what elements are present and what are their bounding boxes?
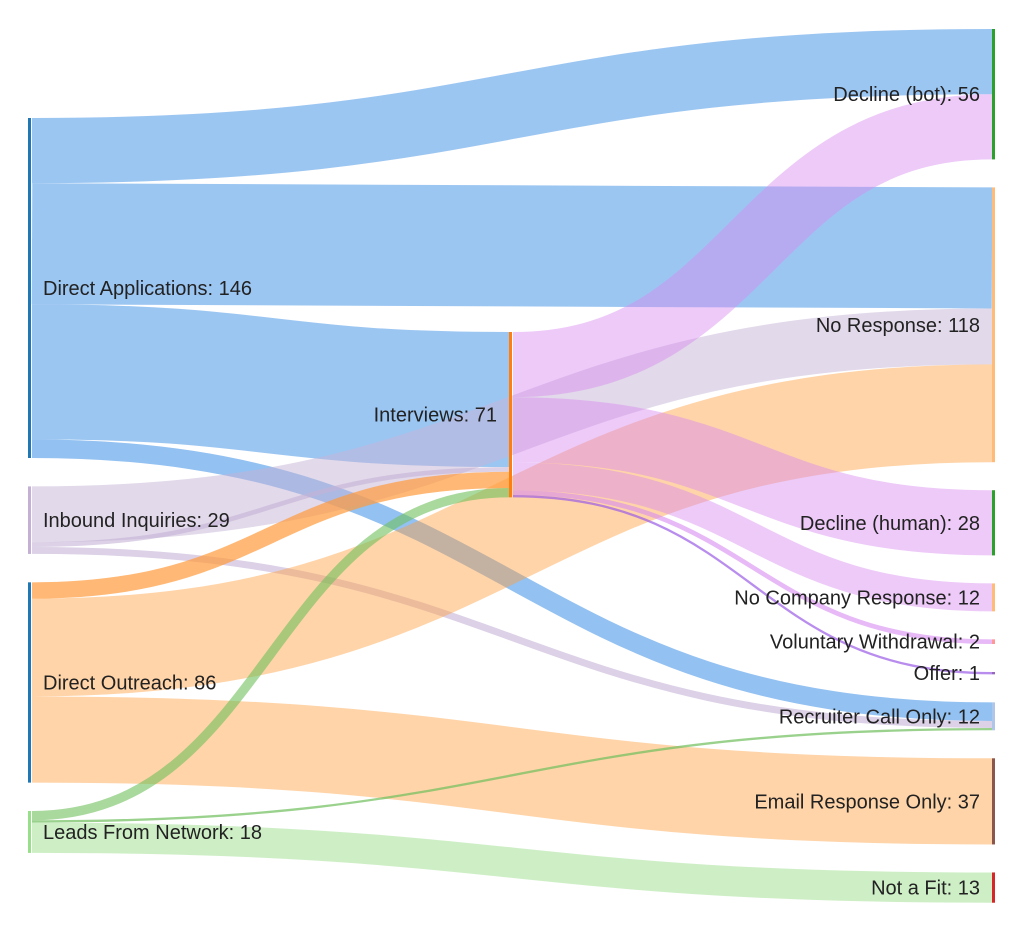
link-iv-to-vw: [512, 490, 993, 645]
node-ln: [28, 811, 31, 853]
node-rc: [992, 702, 995, 731]
link-da-to-db: [31, 28, 993, 184]
node-dh: [992, 490, 995, 556]
node-db: [992, 29, 995, 160]
node-label-do: Direct Outreach: 86: [43, 672, 216, 694]
node-nr: [992, 187, 995, 463]
link-da-to-rc: [31, 439, 993, 721]
node-of: [992, 672, 995, 675]
link-ln-to-iv: [31, 488, 510, 821]
node-iv: [509, 332, 512, 498]
node-label-db: Decline (bot): 56: [833, 84, 980, 106]
link-do-to-nr: [31, 364, 993, 697]
node-vw: [992, 639, 995, 645]
node-label-dh: Decline (human): 28: [800, 513, 980, 535]
node-label-er: Email Response Only: 37: [754, 791, 980, 813]
node-label-nc: No Company Response: 12: [734, 587, 980, 609]
node-er: [992, 758, 995, 845]
node-label-vw: Voluntary Withdrawal: 2: [770, 632, 980, 654]
link-iv-to-db: [512, 94, 993, 398]
node-label-ii: Inbound Inquiries: 29: [43, 510, 230, 532]
node-label-rc: Recruiter Call Only: 12: [779, 706, 980, 728]
link-iv-to-of: [512, 495, 993, 675]
node-nc: [992, 583, 995, 612]
node-da: [28, 118, 31, 458]
link-iv-to-nc: [512, 462, 993, 612]
link-ii-to-iv: [31, 467, 510, 547]
node-label-ln: Leads From Network: 18: [43, 822, 262, 844]
node-do: [28, 582, 31, 783]
link-ln-to-rc: [31, 727, 993, 823]
node-label-nf: Not a Fit: 13: [871, 878, 980, 900]
link-do-to-iv: [31, 471, 510, 599]
link-da-to-iv: [31, 304, 510, 468]
link-do-to-er: [31, 696, 993, 845]
node-nf: [992, 872, 995, 903]
node-label-da: Direct Applications: 146: [43, 278, 252, 300]
node-label-nr: No Response: 118: [816, 315, 980, 337]
nodes-layer: [28, 29, 995, 903]
node-label-iv: Interviews: 71: [374, 405, 497, 427]
node-ii: [28, 486, 31, 554]
node-label-of: Offer: 1: [914, 663, 980, 685]
labels-layer: Direct Applications: 146 Inbound Inquirie…: [43, 84, 980, 899]
link-da-to-nr: [31, 183, 993, 309]
link-ln-to-nf: [31, 822, 993, 903]
link-iv-to-dh: [512, 397, 993, 556]
